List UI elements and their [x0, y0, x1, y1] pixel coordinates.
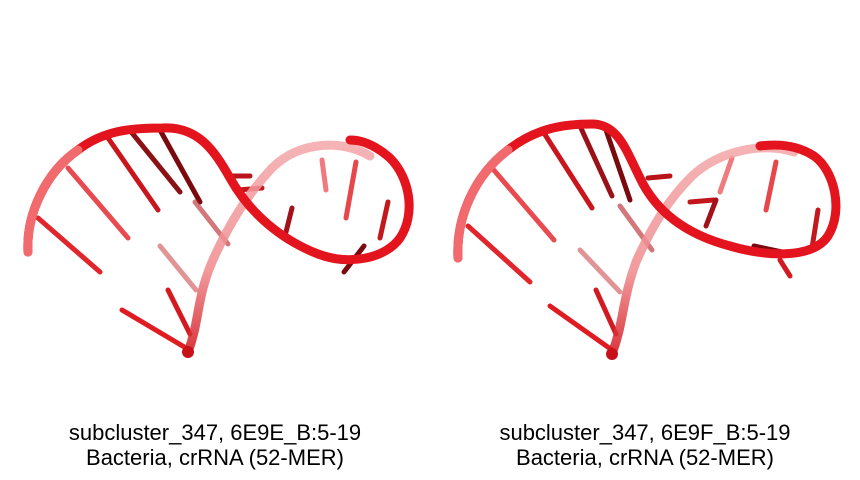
base-sticks [35, 125, 391, 351]
caption-title: subcluster_347, 6E9E_B:5-19 [68, 420, 362, 445]
structure-panel-left: subcluster_347, 6E9E_B:5-19 Bacteria, cr… [0, 123, 430, 470]
rna-structure-image [453, 119, 841, 360]
caption-subtitle: Bacteria, crRNA (52-MER) [516, 445, 774, 470]
caption-subtitle: Bacteria, crRNA (52-MER) [86, 445, 344, 470]
caption-title: subcluster_347, 6E9F_B:5-19 [499, 420, 791, 445]
strand-terminus [606, 348, 618, 360]
rna-structure-image [23, 123, 414, 358]
backbone-back-strand [183, 140, 375, 357]
structure-caption: subcluster_347, 6E9F_B:5-19 Bacteria, cr… [430, 420, 860, 470]
backbone-end-segment [453, 145, 513, 263]
structure-panel-right: subcluster_347, 6E9F_B:5-19 Bacteria, cr… [430, 0, 860, 480]
strand-terminus [182, 346, 194, 358]
structure-caption: subcluster_347, 6E9E_B:5-19 Bacteria, cr… [0, 420, 430, 470]
backbone-end-segment [23, 145, 83, 257]
